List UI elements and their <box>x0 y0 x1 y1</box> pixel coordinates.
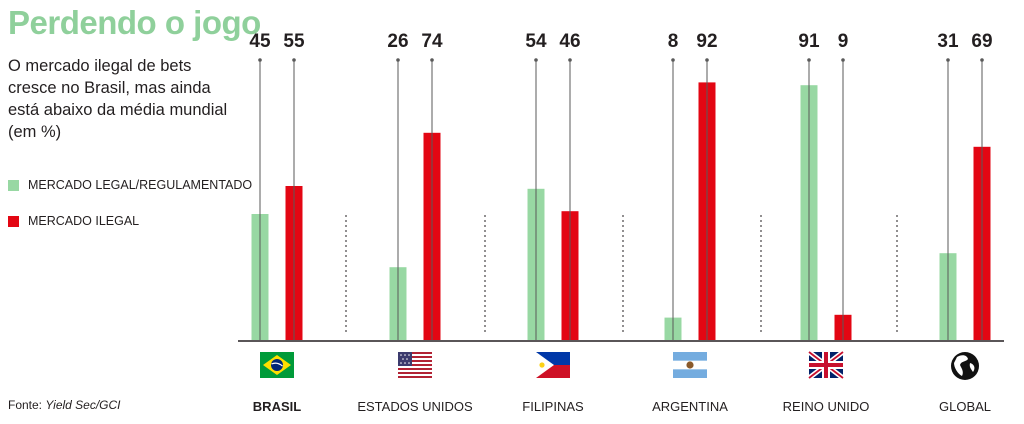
data-label-illegal: 74 <box>421 31 443 52</box>
guide-dot <box>841 58 845 62</box>
data-label-legal: 45 <box>249 31 271 52</box>
data-label-legal: 91 <box>798 31 820 52</box>
guide-dot <box>292 58 296 62</box>
legend-label-legal: MERCADO LEGAL/REGULAMENTADO <box>28 178 253 192</box>
guide-dot <box>946 58 950 62</box>
category-label: REINO UNIDO <box>783 399 870 414</box>
data-label-illegal: 92 <box>696 31 717 52</box>
category-label: BRASIL <box>253 399 301 414</box>
guide-dot <box>534 58 538 62</box>
guide-dot <box>258 58 262 62</box>
philippines-flag-icon <box>536 352 570 378</box>
legend-label-illegal: MERCADO ILEGAL <box>28 214 140 228</box>
source-name: Yield Sec/GCI <box>45 398 121 412</box>
data-label-illegal: 9 <box>838 31 849 52</box>
data-label-illegal: 69 <box>971 31 992 52</box>
data-label-legal: 8 <box>668 31 679 52</box>
chart-subtitle: O mercado ilegal de bets cresce no Brasi… <box>8 57 228 141</box>
guide-dot <box>705 58 709 62</box>
source-note: Fonte: Yield Sec/GCI <box>8 398 121 412</box>
category-label: GLOBAL <box>939 399 991 414</box>
guide-dot <box>568 58 572 62</box>
legend-swatch-legal <box>8 179 19 191</box>
uk-flag-icon <box>807 350 845 380</box>
legend-swatch-illegal <box>8 215 19 227</box>
guide-dot <box>396 58 400 62</box>
data-label-legal: 54 <box>525 31 547 52</box>
guide-dot <box>430 58 434 62</box>
category-label: ARGENTINA <box>652 399 728 414</box>
legend-item-legal: MERCADO LEGAL/REGULAMENTADO <box>8 174 252 196</box>
globe-icon <box>951 352 979 380</box>
guide-dot <box>807 58 811 62</box>
guide-dot <box>980 58 984 62</box>
usa-flag-icon <box>398 352 432 378</box>
data-label-legal: 31 <box>937 31 959 52</box>
argentina-flag-icon <box>673 352 707 378</box>
category-label: ESTADOS UNIDOS <box>357 399 473 414</box>
data-label-illegal: 55 <box>283 31 305 52</box>
legend-item-illegal: MERCADO ILEGAL <box>8 210 252 232</box>
legend: MERCADO LEGAL/REGULAMENTADO MERCADO ILEG… <box>8 174 252 246</box>
category-label: FILIPINAS <box>522 399 584 414</box>
guide-dot <box>671 58 675 62</box>
data-label-illegal: 46 <box>559 31 580 52</box>
brazil-flag-icon <box>260 352 294 378</box>
data-label-legal: 26 <box>387 31 408 52</box>
chart-title: Perdendo o jogo <box>8 4 261 41</box>
source-prefix: Fonte: <box>8 398 46 412</box>
